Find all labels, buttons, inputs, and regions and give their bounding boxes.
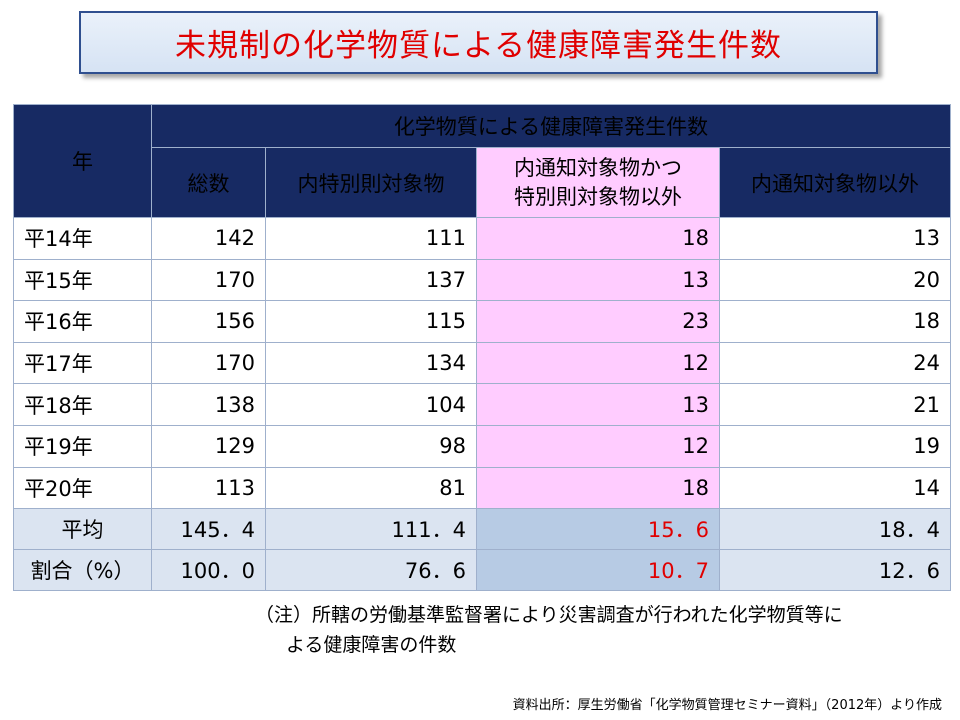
- notified-cell: 12: [476, 341, 720, 385]
- col-header-total: 総数: [151, 147, 266, 218]
- ratio-total: 100．0: [151, 549, 266, 592]
- special-cell: 104: [265, 383, 477, 426]
- special-cell: 137: [265, 258, 477, 302]
- ratio-row: 割合（%） 100．0 76．6 10．7 12．6: [13, 549, 951, 592]
- other-cell: 24: [719, 341, 951, 385]
- header-row-group: 年 化学物質による健康障害発生件数: [13, 104, 951, 218]
- col-header-other: 内通知対象物以外: [719, 147, 951, 218]
- other-cell: 14: [719, 466, 951, 510]
- ratio-other: 12．6: [719, 549, 951, 592]
- notified-cell: 18: [476, 466, 720, 510]
- notified-cell: 18: [476, 217, 720, 260]
- year-cell: 平19年: [13, 424, 152, 468]
- other-cell: 20: [719, 258, 951, 302]
- col-header-notified-line1: 内通知対象物かつ: [514, 155, 682, 180]
- col-header-notified-line2: 特別則対象物以外: [514, 184, 682, 209]
- average-row: 平均 145．4 111．4 15．6 18．4: [13, 508, 951, 551]
- year-cell: 平16年: [13, 300, 152, 343]
- year-header: 年: [13, 104, 152, 218]
- page-title: 未規制の化学物質による健康障害発生件数: [174, 28, 783, 64]
- table-row: 平15年 170 137 13 20: [13, 258, 951, 302]
- data-table: 年 化学物質による健康障害発生件数 総数 内特別則対象物 内通知対象物かつ 特別…: [13, 104, 951, 592]
- other-cell: 21: [719, 383, 951, 426]
- table-row: 平18年 138 104 13 21: [13, 383, 951, 426]
- special-cell: 115: [265, 300, 477, 343]
- average-total: 145．4: [151, 508, 266, 551]
- average-label: 平均: [13, 508, 152, 551]
- header-row-columns: 総数 内特別則対象物 内通知対象物かつ 特別則対象物以外 内通知対象物以外: [14, 147, 951, 218]
- ratio-notified: 10．7: [476, 549, 720, 592]
- total-cell: 129: [151, 424, 266, 468]
- table-row: 平19年 129 98 12 19: [13, 424, 951, 468]
- other-cell: 18: [719, 300, 951, 343]
- total-cell: 156: [151, 300, 266, 343]
- col-header-notified: 内通知対象物かつ 特別則対象物以外: [476, 147, 720, 218]
- special-cell: 111: [265, 217, 477, 260]
- ratio-label: 割合（%）: [13, 549, 152, 592]
- average-other: 18．4: [719, 508, 951, 551]
- ratio-special: 76．6: [265, 549, 477, 592]
- source-citation: 資料出所：厚生労働省「化学物質管理セミナー資料」（2012年）より作成: [512, 698, 942, 713]
- total-cell: 138: [151, 383, 266, 426]
- special-cell: 98: [265, 424, 477, 468]
- year-cell: 平20年: [13, 466, 152, 510]
- footnote-line2: よる健康障害の件数: [286, 634, 457, 656]
- special-cell: 81: [265, 466, 477, 510]
- total-cell: 170: [151, 258, 266, 302]
- total-cell: 170: [151, 341, 266, 385]
- title-box: 未規制の化学物質による健康障害発生件数: [79, 11, 878, 74]
- year-cell: 平18年: [13, 383, 152, 426]
- table-row: 平14年 142 111 18 13: [13, 217, 951, 260]
- notified-cell: 13: [476, 258, 720, 302]
- year-cell: 平15年: [13, 258, 152, 302]
- total-cell: 142: [151, 217, 266, 260]
- notified-cell: 13: [476, 383, 720, 426]
- table-row: 平20年 113 81 18 14: [13, 466, 951, 510]
- notified-cell: 23: [476, 300, 720, 343]
- year-cell: 平17年: [13, 341, 152, 385]
- col-header-special: 内特別則対象物: [265, 147, 477, 218]
- total-cell: 113: [151, 466, 266, 510]
- notified-cell: 12: [476, 424, 720, 468]
- footnote: （注）所轄の労働基準監督署により災害調査が行われた化学物質等に よる健康障害の件…: [255, 600, 843, 660]
- average-notified: 15．6: [476, 508, 720, 551]
- footnote-line1: （注）所轄の労働基準監督署により災害調査が行われた化学物質等に: [255, 604, 843, 626]
- other-cell: 13: [719, 217, 951, 260]
- average-special: 111．4: [265, 508, 477, 551]
- group-header: 化学物質による健康障害発生件数: [151, 104, 951, 148]
- year-cell: 平14年: [13, 217, 152, 260]
- other-cell: 19: [719, 424, 951, 468]
- table-row: 平16年 156 115 23 18: [13, 300, 951, 343]
- table-row: 平17年 170 134 12 24: [13, 341, 951, 385]
- special-cell: 134: [265, 341, 477, 385]
